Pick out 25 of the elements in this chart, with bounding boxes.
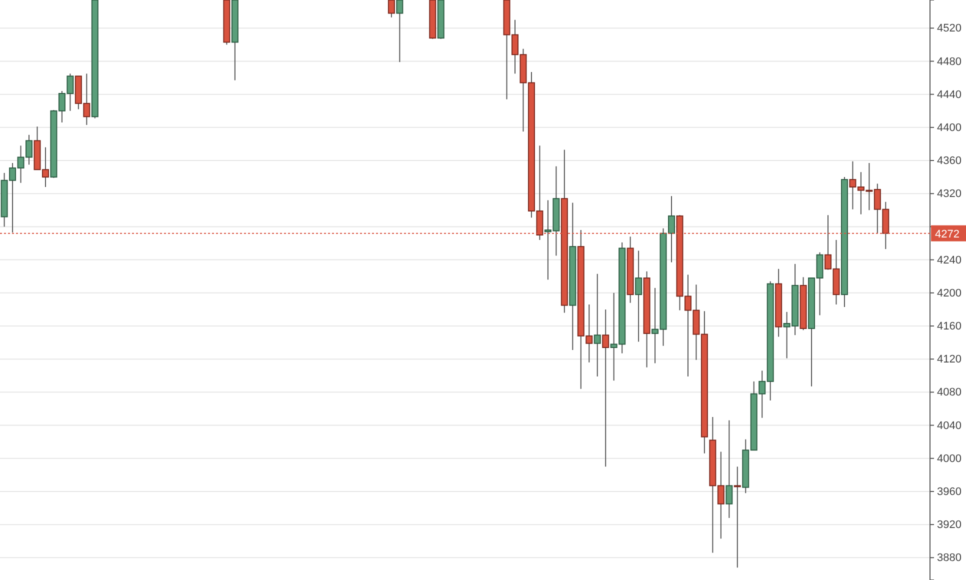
candlestick xyxy=(734,466,741,568)
candlestick xyxy=(602,308,610,468)
y-tick-label: 4440 xyxy=(937,88,962,101)
y-tick-label: 4360 xyxy=(937,155,962,168)
y-tick-label: 4320 xyxy=(937,188,962,200)
y-tick-label: 4400 xyxy=(937,122,962,134)
y-tick-label: 3880 xyxy=(937,552,962,564)
candlestick xyxy=(396,0,404,63)
y-tick-label: 3920 xyxy=(937,519,962,532)
candlestick xyxy=(594,273,601,377)
y-tick-label: 4200 xyxy=(937,287,962,300)
y-tick-label: 4080 xyxy=(937,386,962,399)
ref-line-label: 4272 xyxy=(935,228,960,240)
candlestick xyxy=(726,420,733,518)
y-tick-label: 3960 xyxy=(937,486,962,498)
candlestick xyxy=(635,250,642,342)
y-tick-label: 4160 xyxy=(937,320,962,333)
y-tick-label: 4040 xyxy=(937,420,962,432)
y-tick-label: 4240 xyxy=(937,254,962,266)
y-tick-label: 4000 xyxy=(937,452,962,465)
candlestick xyxy=(388,0,395,18)
candlestick xyxy=(668,196,675,263)
y-tick-label: 4480 xyxy=(937,56,962,68)
y-tick-label: 4120 xyxy=(937,354,962,366)
y-tick-label: 4520 xyxy=(937,22,962,35)
